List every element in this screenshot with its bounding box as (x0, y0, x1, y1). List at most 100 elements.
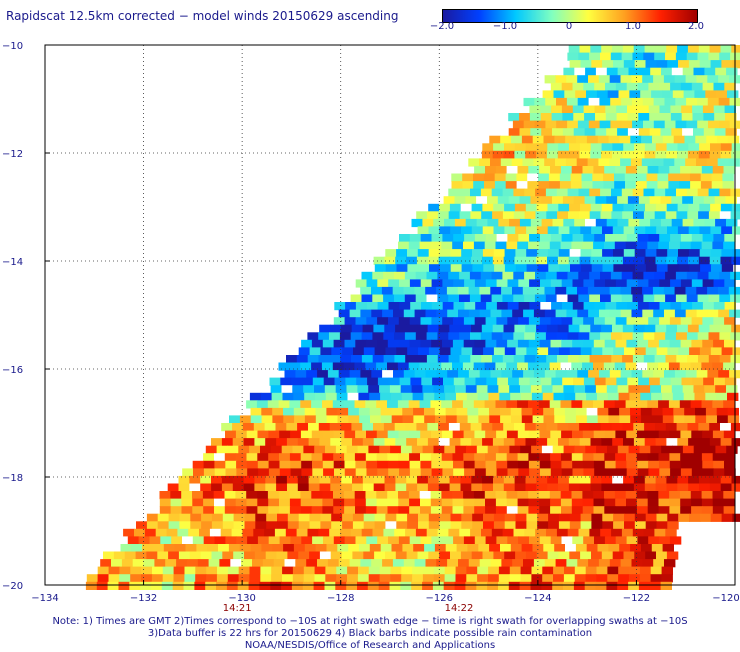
wind-cell (678, 60, 689, 68)
wind-cell (362, 529, 373, 537)
wind-cell (563, 219, 574, 227)
wind-cell (641, 136, 652, 144)
wind-cell (371, 287, 382, 295)
wind-cell (626, 461, 637, 469)
wind-cell (393, 370, 404, 378)
wind-cell (699, 325, 710, 333)
wind-cell (594, 317, 605, 325)
wind-cell (616, 83, 627, 91)
wind-cell (428, 438, 439, 446)
wind-cell (122, 559, 133, 567)
wind-cell (347, 567, 358, 575)
wind-cell (566, 287, 577, 295)
wind-cell (398, 400, 409, 408)
wind-cell (119, 567, 130, 575)
wind-cell (333, 491, 344, 499)
wind-cell (676, 189, 687, 197)
wind-cell (637, 431, 648, 439)
wind-cell (301, 340, 312, 348)
wind-cell (662, 90, 673, 98)
wind-cell (600, 332, 611, 340)
wind-cell (579, 529, 590, 537)
wind-cell (568, 211, 579, 219)
wind-cell (169, 514, 180, 522)
wind-cell (535, 295, 546, 303)
wind-cell (599, 287, 610, 295)
wind-cell (351, 423, 362, 431)
wind-cell (277, 552, 288, 560)
wind-cell (659, 468, 670, 476)
wind-cell (626, 491, 637, 499)
wind-cell (601, 45, 612, 53)
wind-cell (420, 499, 431, 507)
wind-cell (223, 514, 234, 522)
wind-cell (388, 461, 399, 469)
wind-cell (383, 295, 394, 303)
wind-cell (444, 219, 455, 227)
wind-cell (434, 393, 445, 401)
wind-cell (336, 385, 347, 393)
wind-cell (399, 234, 410, 242)
wind-cell (706, 408, 717, 416)
wind-cell (628, 219, 639, 227)
wind-cell (269, 536, 280, 544)
wind-cell (367, 378, 378, 386)
wind-cell (682, 113, 693, 121)
wind-cell (410, 317, 421, 325)
wind-cell (569, 438, 580, 446)
wind-cell (606, 196, 617, 204)
wind-cell (548, 514, 559, 522)
wind-cell (675, 310, 686, 318)
wind-cell (619, 393, 630, 401)
wind-cell (373, 325, 384, 333)
wind-cell (712, 363, 723, 371)
wind-cell (602, 521, 613, 529)
wind-cell (366, 461, 377, 469)
wind-cell (547, 257, 558, 265)
wind-cell (279, 453, 290, 461)
wind-cell (329, 355, 340, 363)
wind-cell (225, 431, 236, 439)
wind-cell (215, 468, 226, 476)
wind-cell (644, 189, 655, 197)
wind-cell (475, 317, 486, 325)
wind-cell (573, 113, 584, 121)
wind-cell (607, 574, 618, 582)
wind-cell (713, 234, 724, 242)
wind-cell (622, 295, 633, 303)
wind-cell (377, 468, 388, 476)
wind-cell (672, 68, 683, 76)
wind-cell (355, 461, 366, 469)
wind-cell (706, 136, 717, 144)
wind-cell (509, 128, 520, 136)
wind-cell (593, 181, 604, 189)
wind-cell (341, 476, 352, 484)
wind-cell (642, 310, 653, 318)
wind-cell (331, 347, 342, 355)
wind-cell (449, 423, 460, 431)
wind-cell (496, 453, 507, 461)
wind-cell (537, 514, 548, 522)
wind-cell (504, 151, 515, 159)
wind-cell (632, 310, 643, 318)
wind-cell (580, 484, 591, 492)
wind-cell (435, 415, 446, 423)
wind-cell (677, 423, 688, 431)
wind-cell (528, 166, 539, 174)
wind-cell (542, 446, 553, 454)
wind-cell (676, 295, 687, 303)
wind-cell (690, 174, 701, 182)
wind-cell (715, 446, 726, 454)
wind-cell (444, 446, 455, 454)
wind-cell (312, 431, 323, 439)
wind-cell (488, 385, 499, 393)
wind-cell (439, 552, 450, 560)
wind-cell (688, 325, 699, 333)
wind-cell (458, 287, 469, 295)
wind-cell (485, 400, 496, 408)
wind-cell (366, 453, 377, 461)
wind-cell (712, 242, 723, 250)
wind-cell (150, 536, 161, 544)
wind-cell (578, 272, 589, 280)
wind-cell (704, 219, 715, 227)
